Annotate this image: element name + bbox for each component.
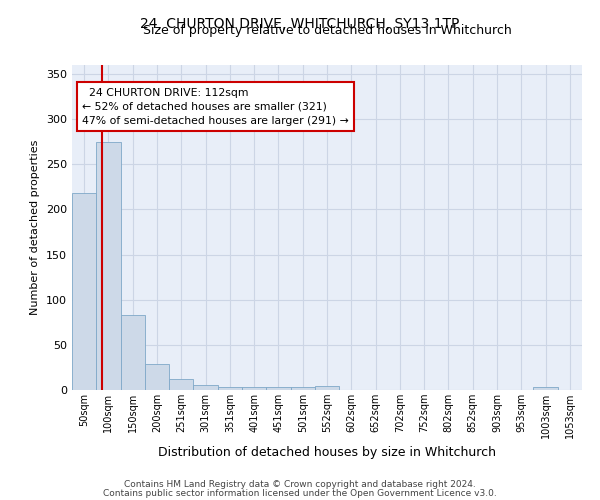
Bar: [290, 388, 315, 390]
Bar: [533, 388, 558, 390]
Text: Contains HM Land Registry data © Crown copyright and database right 2024.: Contains HM Land Registry data © Crown c…: [124, 480, 476, 489]
Bar: [193, 386, 218, 390]
Bar: [218, 388, 242, 390]
Bar: [72, 193, 96, 390]
Text: Contains public sector information licensed under the Open Government Licence v3: Contains public sector information licen…: [103, 488, 497, 498]
Text: 24 CHURTON DRIVE: 112sqm
← 52% of detached houses are smaller (321)
47% of semi-: 24 CHURTON DRIVE: 112sqm ← 52% of detach…: [82, 88, 349, 126]
Title: Size of property relative to detached houses in Whitchurch: Size of property relative to detached ho…: [143, 24, 511, 38]
Bar: [242, 388, 266, 390]
Bar: [121, 315, 145, 390]
Bar: [169, 379, 193, 390]
Bar: [96, 142, 121, 390]
Y-axis label: Number of detached properties: Number of detached properties: [31, 140, 40, 315]
Bar: [315, 386, 339, 390]
Bar: [266, 388, 290, 390]
X-axis label: Distribution of detached houses by size in Whitchurch: Distribution of detached houses by size …: [158, 446, 496, 460]
Bar: [145, 364, 169, 390]
Text: 24, CHURTON DRIVE, WHITCHURCH, SY13 1TP: 24, CHURTON DRIVE, WHITCHURCH, SY13 1TP: [140, 18, 460, 32]
